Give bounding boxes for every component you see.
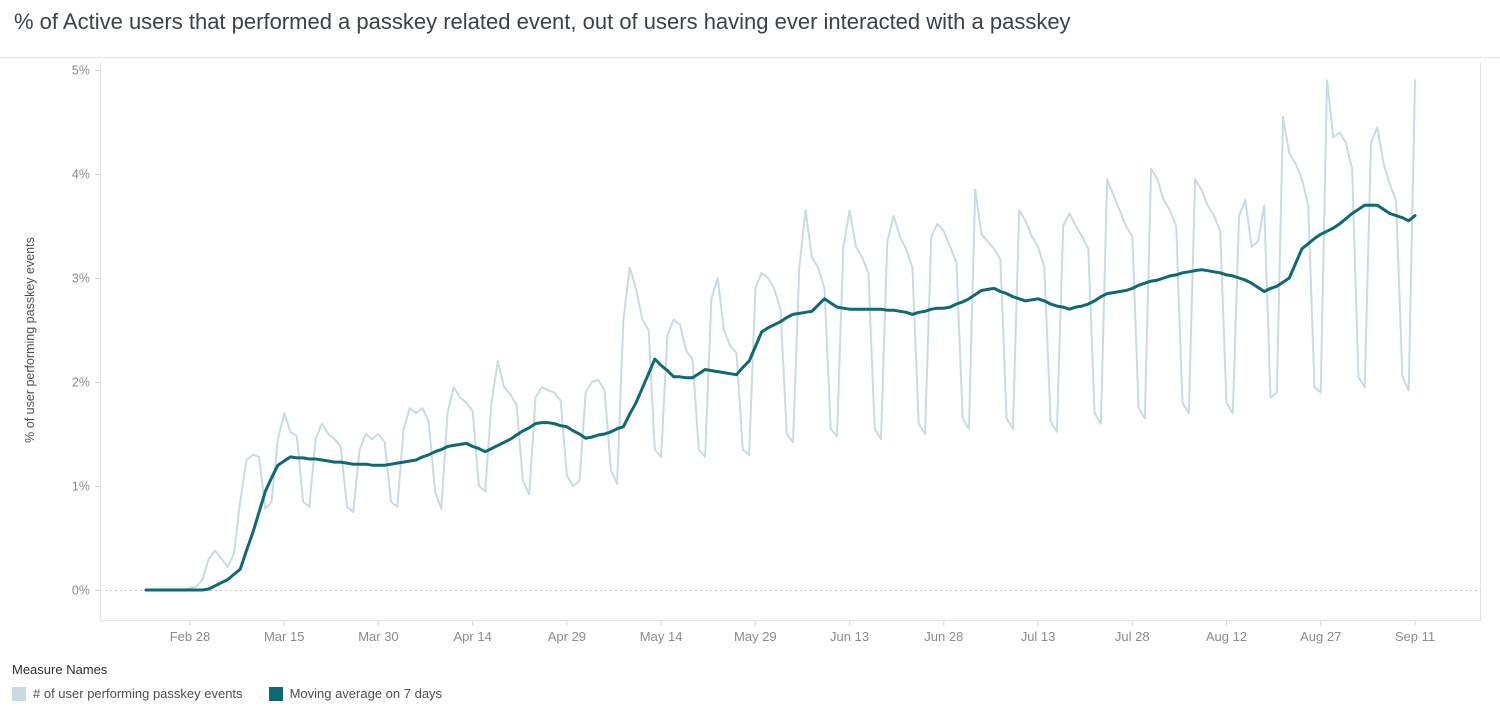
x-tick-label: Aug 27 [1300, 629, 1341, 644]
x-tick-label: Aug 12 [1206, 629, 1247, 644]
legend-swatch-daily-series-icon [12, 686, 26, 701]
x-tick-label: Sep 11 [1395, 629, 1435, 644]
x-tick-label: Apr 29 [548, 629, 586, 644]
y-tick-label: 2% [72, 376, 90, 390]
legend-title: Measure Names [12, 662, 108, 677]
x-tick-label: Mar 30 [358, 629, 398, 644]
legend-label-moving-average: Moving average on 7 days [289, 686, 443, 701]
x-tick-label: May 29 [734, 629, 777, 644]
y-tick-label: 1% [72, 480, 90, 494]
legend-item-daily-series[interactable]: # of user performing passkey events [12, 686, 243, 701]
x-tick-label: Jul 28 [1115, 629, 1150, 644]
x-tick-label: Mar 15 [264, 629, 304, 644]
y-tick-label: 0% [72, 584, 90, 598]
legend: Measure Names # of user performing passk… [12, 662, 442, 701]
x-tick-label: May 14 [640, 629, 683, 644]
legend-swatch-moving-average-icon [268, 686, 283, 701]
x-tick-label: Feb 28 [170, 629, 210, 644]
x-tick-label: Jun 28 [924, 629, 963, 644]
x-tick-label: Jun 13 [830, 629, 869, 644]
y-tick-label: 4% [72, 168, 90, 182]
y-tick-label: 5% [72, 64, 90, 78]
x-tick-label: Apr 14 [454, 629, 492, 644]
daily-series-line[interactable] [145, 79, 1416, 591]
legend-row: # of user performing passkey events Movi… [12, 686, 442, 701]
chart-title: % of Active users that performed a passk… [14, 9, 1071, 34]
y-tick-label: 3% [72, 272, 90, 286]
legend-label-daily-series: # of user performing passkey events [33, 686, 243, 701]
x-tick-label: Jul 13 [1021, 629, 1056, 644]
moving-average-line[interactable] [144, 203, 1417, 592]
legend-item-moving-average[interactable]: Moving average on 7 days [268, 686, 443, 701]
